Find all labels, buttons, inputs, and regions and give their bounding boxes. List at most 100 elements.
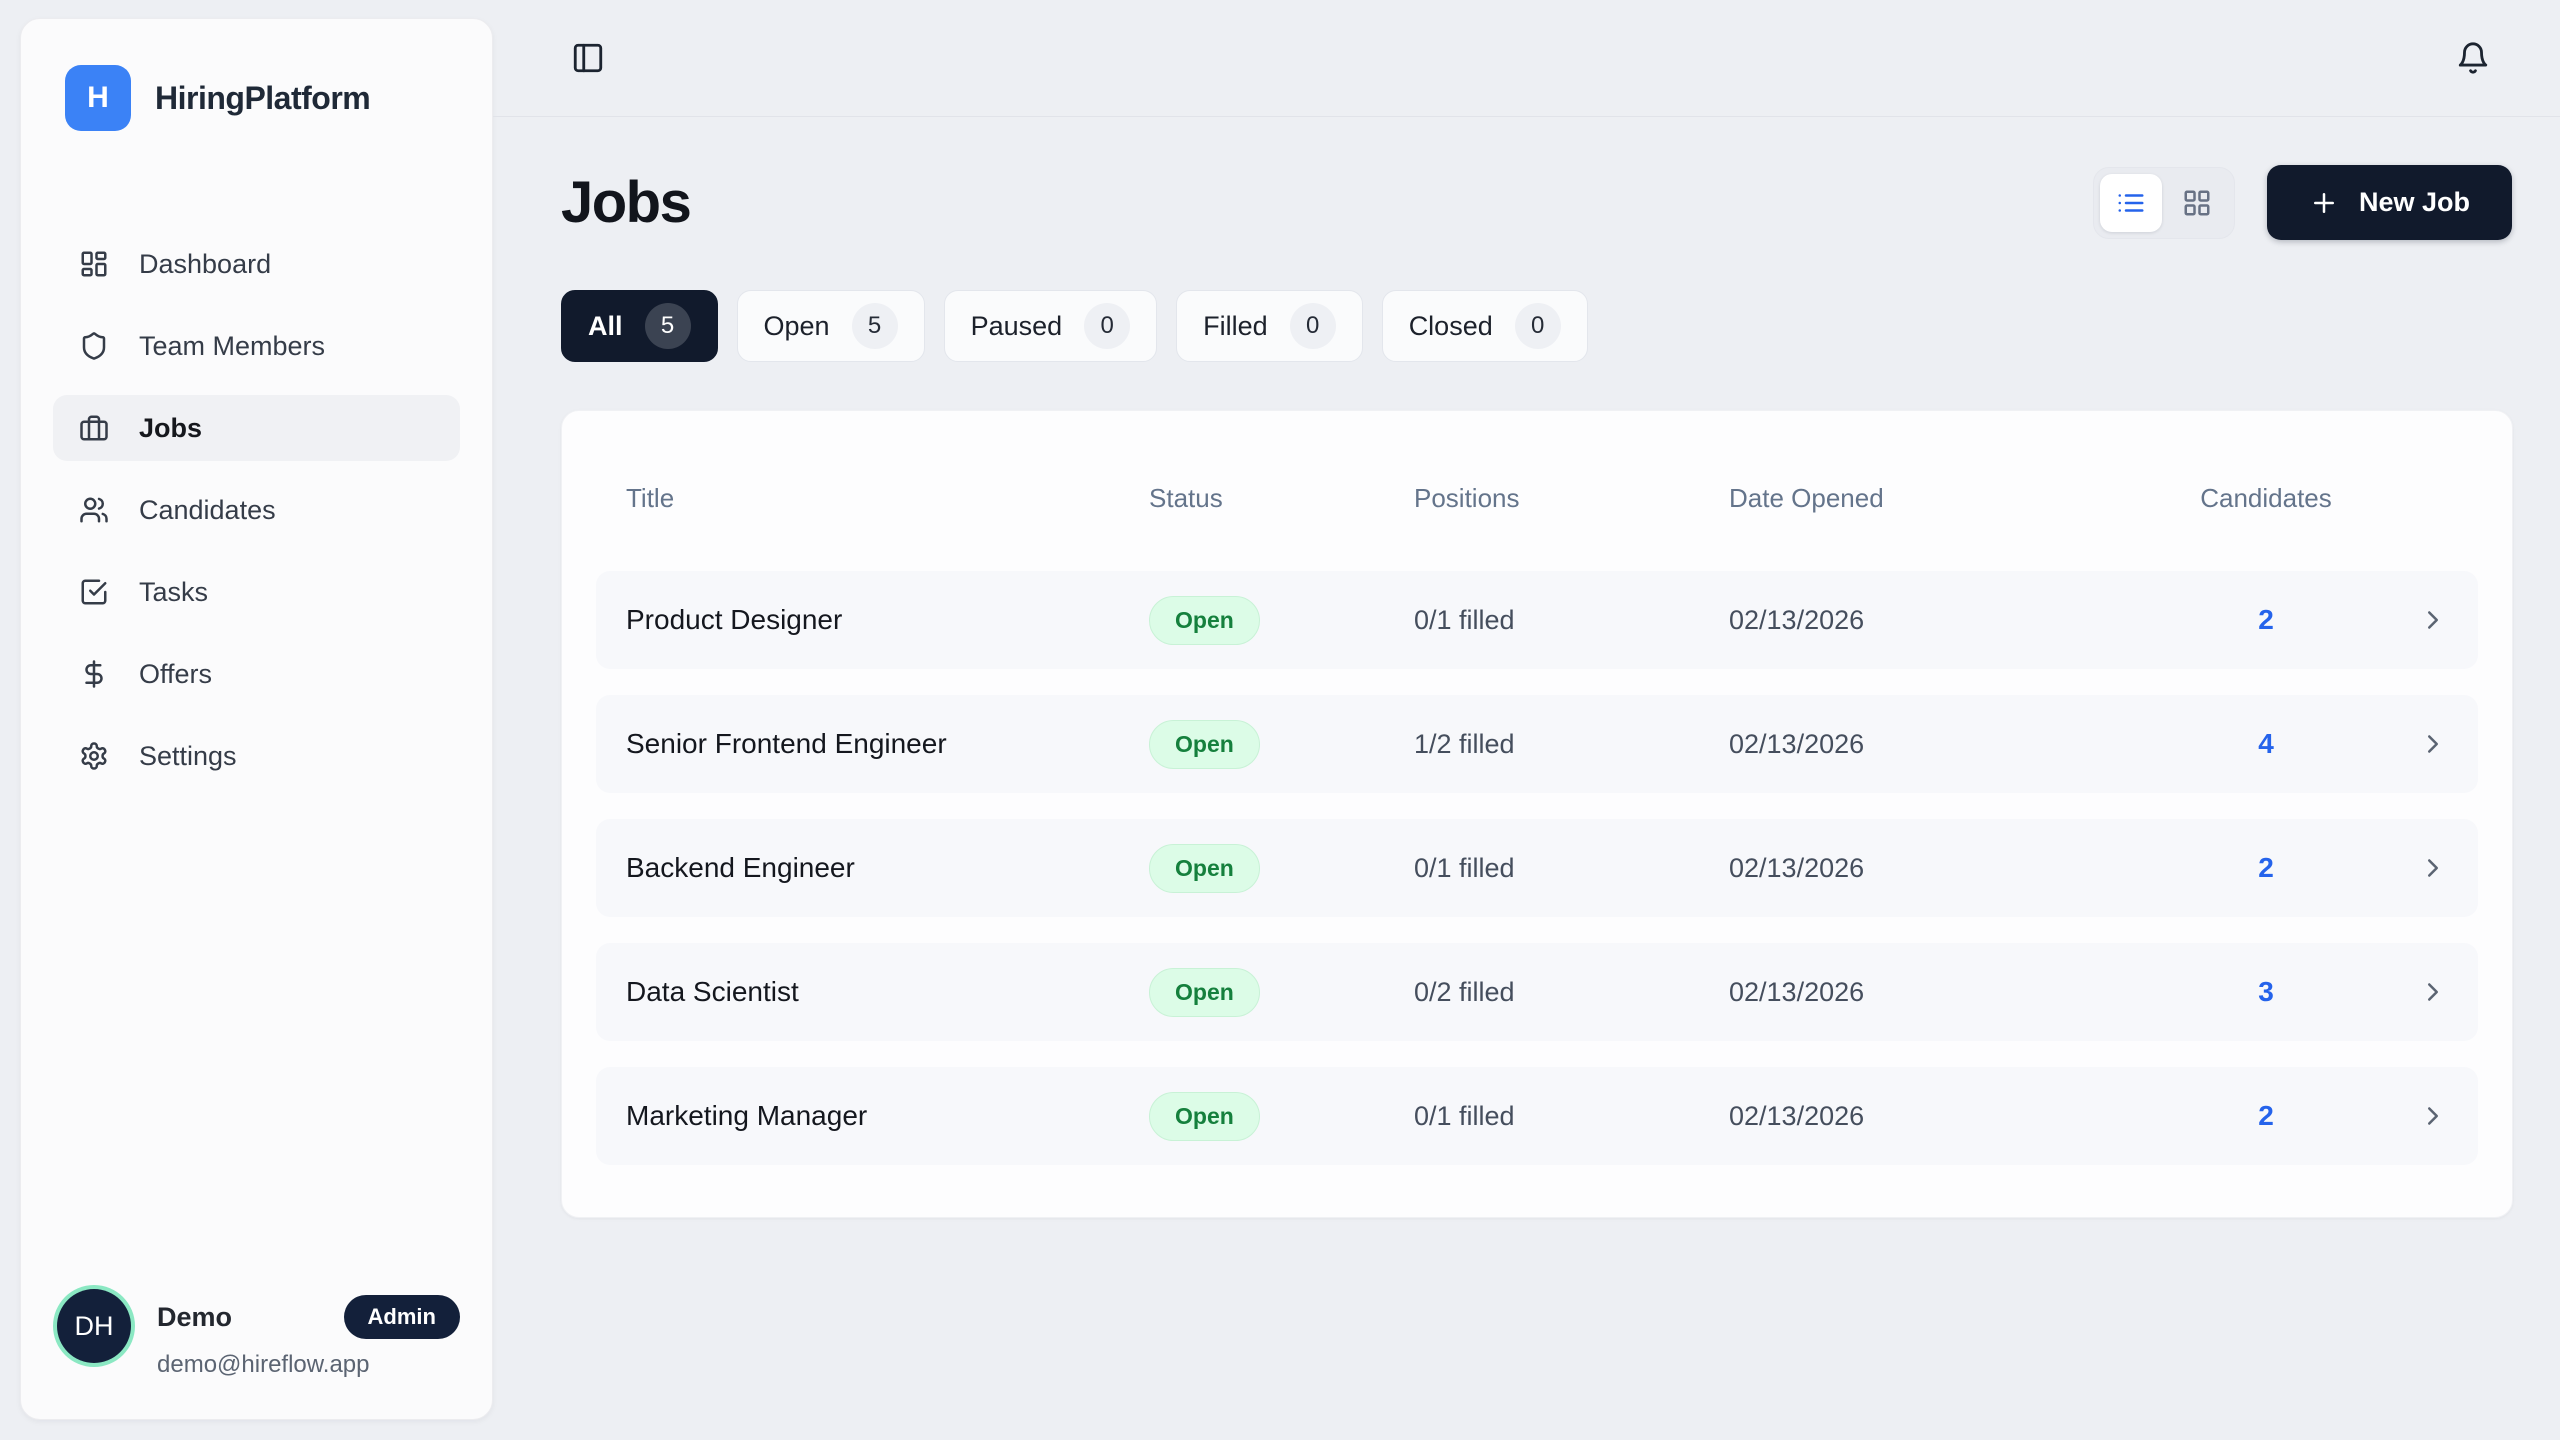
positions-cell: 0/1 filled [1414,604,1515,635]
sidebar-item-label: Jobs [139,412,203,443]
sidebar-item-label: Settings [139,740,237,771]
sidebar-item-tasks[interactable]: Tasks [53,559,460,625]
table-row[interactable]: Backend Engineer Open 0/1 filled 02/13/2… [596,819,2478,917]
filter-closed[interactable]: Closed 0 [1381,290,1588,362]
status-badge: Open [1149,1091,1260,1141]
gear-icon [81,742,107,770]
dashboard-icon [81,251,107,277]
main-area: Jobs New Job All 5 [493,0,2560,1440]
chevron-right-icon[interactable] [2418,853,2448,883]
sidebar-item-team-members[interactable]: Team Members [53,313,460,379]
sidebar-item-label: Tasks [139,576,209,607]
sidebar-item-jobs[interactable]: Jobs [53,395,460,461]
candidates-count[interactable]: 2 [2258,1100,2274,1131]
table-row[interactable]: Product Designer Open 0/1 filled 02/13/2… [596,571,2478,669]
jobs-table-card: Title Status Positions Date Opened Candi… [561,410,2513,1218]
status-badge: Open [1149,719,1260,769]
status-badge: Open [1149,595,1260,645]
shield-icon [82,332,106,360]
column-header-candidates: Candidates [2200,482,2332,513]
job-title: Backend Engineer [626,852,855,883]
users-icon [80,497,108,523]
date-opened-cell: 02/13/2026 [1729,728,1865,759]
filter-filled[interactable]: Filled 0 [1176,290,1363,362]
positions-cell: 0/1 filled [1414,1100,1515,1131]
bell-icon[interactable] [2456,41,2490,75]
table-row[interactable]: Marketing Manager Open 0/1 filled 02/13/… [596,1067,2478,1165]
avatar: DH [57,1289,131,1363]
chevron-right-icon[interactable] [2418,605,2448,635]
status-badge: Open [1149,843,1260,893]
sidebar-item-settings[interactable]: Settings [53,723,460,789]
brand-name: HiringPlatform [155,79,371,116]
date-opened-cell: 02/13/2026 [1729,604,1865,635]
candidates-count[interactable]: 3 [2258,976,2274,1007]
new-job-label: New Job [2358,187,2470,217]
user-panel: DH Demo Admin demo@hireflow.app [53,1289,460,1379]
filter-label: Paused [970,310,1063,341]
filter-open[interactable]: Open 5 [736,290,925,362]
sidebar-item-candidates[interactable]: Candidates [53,477,460,543]
brand-logo: H [65,65,131,131]
user-email: demo@hireflow.app [157,1351,370,1378]
column-header-status: Status [1149,482,1223,513]
sidebar-item-label: Dashboard [139,248,272,279]
role-badge: Admin [343,1295,460,1339]
sidebar-nav: Dashboard Team Members Jobs Candidates T… [53,231,460,789]
column-header-positions: Positions [1414,482,1520,513]
sidebar-item-label: Candidates [139,494,276,525]
new-job-button[interactable]: New Job [2266,165,2512,240]
table-row[interactable]: Data Scientist Open 0/2 filled 02/13/202… [596,943,2478,1041]
chevron-right-icon[interactable] [2418,1101,2448,1131]
sidebar: H HiringPlatform Dashboard Team Members … [20,18,493,1420]
user-name: Demo [157,1301,233,1332]
date-opened-cell: 02/13/2026 [1729,1100,1865,1131]
sidebar-item-dashboard[interactable]: Dashboard [53,231,460,297]
filter-paused[interactable]: Paused 0 [943,290,1158,362]
table-header: Title Status Positions Date Opened Candi… [596,411,2478,571]
date-opened-cell: 02/13/2026 [1729,976,1865,1007]
date-opened-cell: 02/13/2026 [1729,852,1865,883]
filter-label: Filled [1203,310,1268,341]
filter-label: Closed [1408,310,1493,341]
chevron-right-icon[interactable] [2418,729,2448,759]
brand: H HiringPlatform [53,65,460,131]
sidebar-item-label: Offers [139,658,213,689]
chevron-right-icon[interactable] [2418,977,2448,1007]
grid-view-icon [2184,190,2210,215]
job-title: Senior Frontend Engineer [626,728,947,759]
filter-label: All [588,310,623,341]
task-check-icon [81,579,107,605]
filter-count: 0 [1084,303,1131,349]
positions-cell: 1/2 filled [1414,728,1515,759]
view-toggle [2092,166,2235,239]
sidebar-item-label: Team Members [139,330,326,361]
filter-count: 5 [644,303,691,349]
filter-count: 0 [1289,303,1336,349]
candidates-count[interactable]: 2 [2258,604,2274,635]
grid-view-button[interactable] [2166,174,2228,232]
column-header-date-opened: Date Opened [1729,482,1884,513]
list-view-icon [2118,193,2144,212]
candidates-count[interactable]: 4 [2258,728,2274,759]
table-row[interactable]: Senior Frontend Engineer Open 1/2 filled… [596,695,2478,793]
briefcase-icon [80,415,108,441]
filter-label: Open [763,310,830,341]
sidebar-item-offers[interactable]: Offers [53,641,460,707]
list-view-button[interactable] [2099,173,2162,232]
filter-count: 5 [851,303,898,349]
page-title: Jobs [561,170,692,235]
candidates-count[interactable]: 2 [2258,852,2274,883]
positions-cell: 0/2 filled [1414,976,1515,1007]
job-title: Product Designer [626,604,843,635]
dollar-icon [85,660,103,688]
topbar [493,0,2560,117]
status-badge: Open [1149,967,1260,1017]
job-title: Marketing Manager [626,1100,868,1131]
sidebar-toggle-icon[interactable] [571,41,605,75]
job-title: Data Scientist [626,976,799,1007]
filter-all[interactable]: All 5 [561,290,718,362]
plus-icon [2313,192,2334,213]
column-header-title: Title [626,482,675,513]
filter-count: 0 [1514,303,1561,349]
